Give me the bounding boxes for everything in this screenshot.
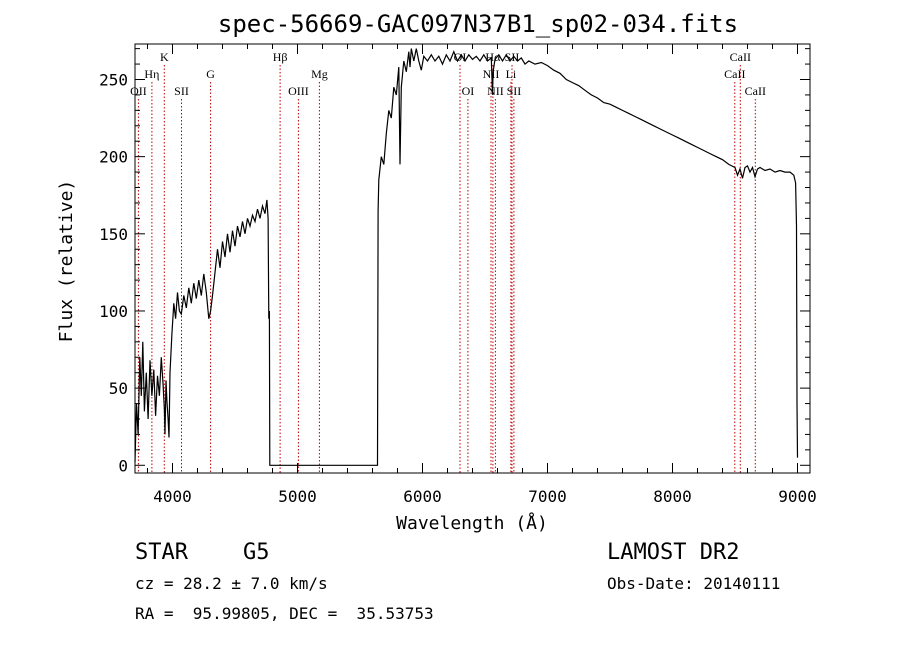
x-tick-label: 5000 — [278, 487, 317, 506]
marker-label-6: OIII — [288, 84, 309, 98]
y-tick-label: 50 — [109, 379, 128, 398]
marker-label-5: Hβ — [273, 50, 288, 64]
marker-label-17: CaII — [730, 50, 751, 64]
y-tick-labels: 0 50 100 150 200 250 — [99, 71, 128, 476]
y-tick-label: 150 — [99, 225, 128, 244]
axis-ticks — [135, 44, 810, 473]
x-tick-label: 7000 — [528, 487, 567, 506]
y-tick-label: 0 — [118, 456, 128, 475]
observation-date: Obs-Date: 20140111 — [607, 574, 781, 593]
marker-label-13: Li — [506, 67, 517, 81]
y-tick-label: 250 — [99, 71, 128, 90]
marker-label-1: OII — [130, 84, 147, 98]
y-tick-label: 200 — [99, 148, 128, 167]
coordinates: RA = 95.99805, DEC = 35.53753 — [135, 604, 434, 623]
marker-label-11: NII — [483, 67, 500, 81]
survey-name: LAMOST DR2 — [607, 540, 740, 565]
chart-title: spec-56669-GAC097N37B1_sp02-034.fits — [218, 10, 738, 38]
marker-label-2: K — [160, 50, 169, 64]
spectrum-line — [134, 48, 799, 466]
object-class: STAR — [135, 540, 188, 565]
plot-frame — [134, 43, 811, 474]
marker-label-0: Hη — [144, 67, 159, 81]
marker-label-7: Mg — [311, 67, 328, 81]
marker-label-14: SII — [505, 50, 520, 64]
y-axis-label: Flux (relative) — [56, 180, 77, 343]
x-tick-labels: 4000 5000 6000 7000 8000 9000 — [153, 487, 817, 506]
marker-lines — [137, 65, 756, 473]
x-tick-label: 9000 — [778, 487, 817, 506]
y-tick-label: 100 — [99, 302, 128, 321]
x-tick-label: 4000 — [153, 487, 192, 506]
marker-label-9: OI — [462, 84, 475, 98]
marker-labels: HηOIIKSIIGHβOIIIMgOIOIHαNIINIILiSIISIICa… — [130, 50, 766, 98]
marker-label-3: SII — [174, 84, 189, 98]
marker-label-18: CaII — [745, 84, 766, 98]
marker-label-10: Hα — [485, 50, 501, 64]
marker-label-15: SII — [507, 84, 522, 98]
marker-label-12: NII — [487, 84, 504, 98]
x-tick-label: 6000 — [403, 487, 442, 506]
object-subclass: G5 — [243, 540, 270, 565]
marker-label-4: G — [206, 67, 215, 81]
redshift-velocity: cz = 28.2 ± 7.0 km/s — [135, 574, 328, 593]
x-tick-label: 8000 — [653, 487, 692, 506]
marker-label-16: CaII — [724, 67, 745, 81]
x-axis-label: Wavelength (Å) — [396, 512, 548, 534]
